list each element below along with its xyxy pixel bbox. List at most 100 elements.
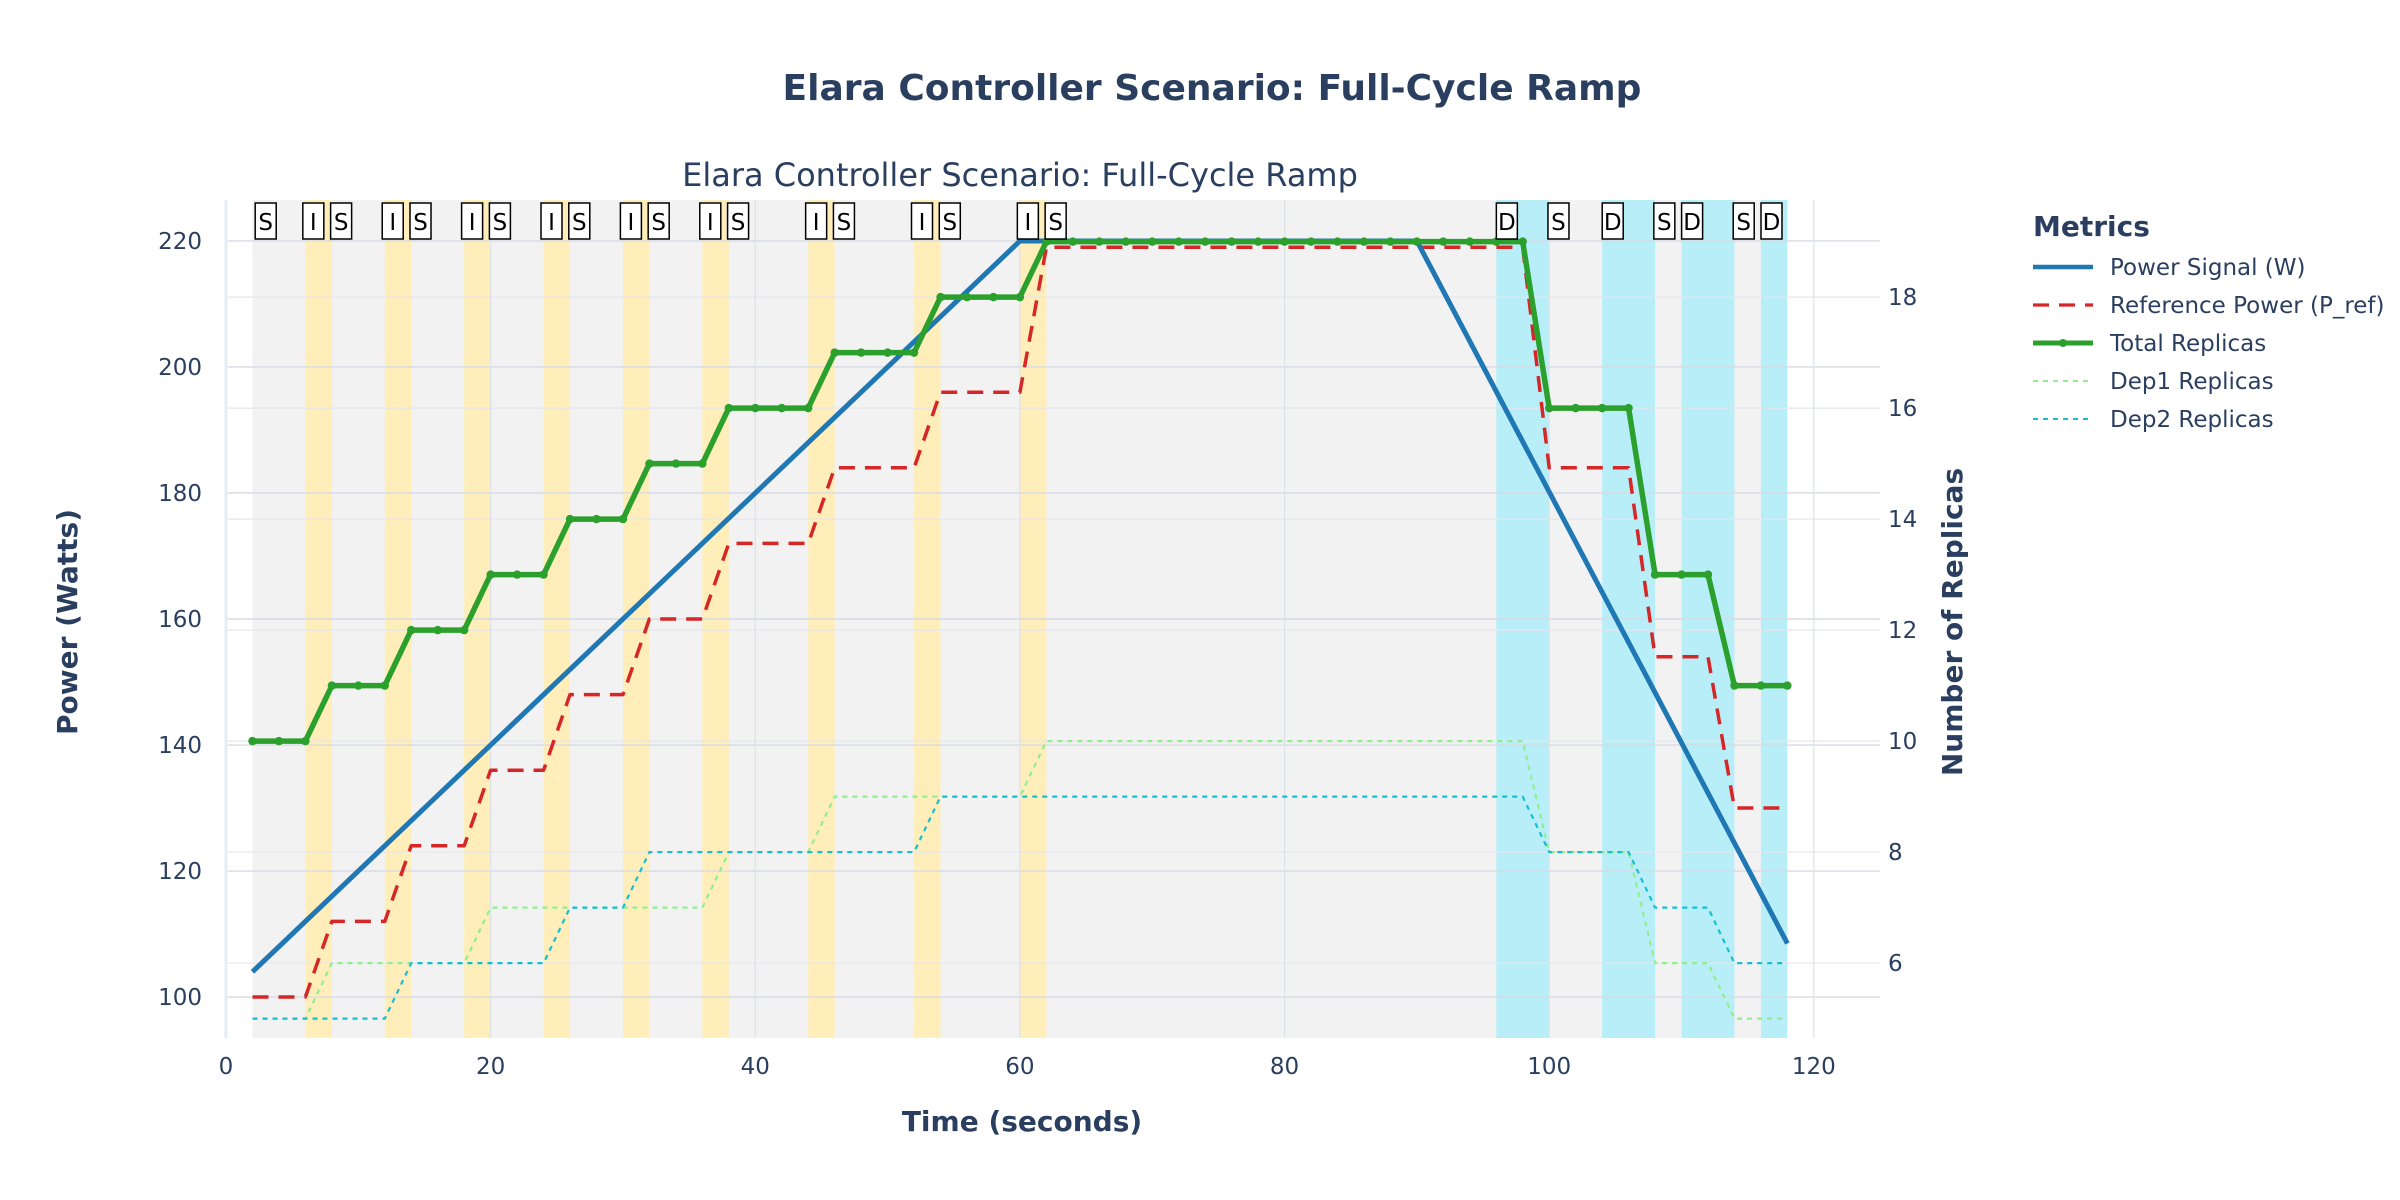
data-point xyxy=(989,292,998,302)
data-point xyxy=(1333,237,1342,246)
data-point xyxy=(1227,237,1236,246)
event-marker-box xyxy=(1601,202,1624,240)
event-marker-label: D xyxy=(1683,210,1701,236)
event-marker-label: S xyxy=(1736,210,1751,236)
data-point xyxy=(1465,237,1475,246)
y-tick-label: 140 xyxy=(158,733,202,759)
event-marker-label: S xyxy=(258,210,273,236)
data-point xyxy=(1677,570,1686,579)
data-point xyxy=(486,570,495,579)
x-tick-label: 40 xyxy=(741,1054,770,1080)
event-marker-label: S xyxy=(413,210,428,236)
data-point xyxy=(1359,237,1369,246)
data-point xyxy=(1518,237,1527,246)
event-marker-label: I xyxy=(548,210,555,236)
data-point xyxy=(751,403,760,413)
data-point xyxy=(433,625,442,635)
y2-tick-label: 10 xyxy=(1888,729,1917,755)
y-tick-label: 100 xyxy=(158,985,202,1011)
legend-label: Reference Power (P_ref) xyxy=(2110,293,2385,319)
data-point xyxy=(962,292,972,302)
data-point xyxy=(327,681,337,690)
x-tick-label: 120 xyxy=(1792,1054,1836,1080)
event-marker-box xyxy=(726,202,750,240)
series-line-reference-power-p-ref xyxy=(252,245,1788,999)
data-point xyxy=(1597,403,1607,413)
event-marker-box xyxy=(1680,202,1704,240)
data-point xyxy=(248,736,257,746)
data-point xyxy=(1756,681,1766,690)
event-marker-box xyxy=(254,202,277,240)
data-point xyxy=(1439,237,1448,246)
event-marker-box xyxy=(409,202,432,240)
data-point xyxy=(539,570,548,579)
data-point xyxy=(1703,570,1713,579)
x-tick-label: 60 xyxy=(1005,1054,1034,1080)
data-point xyxy=(1545,403,1554,413)
event-marker-label: S xyxy=(334,210,349,236)
data-point xyxy=(1571,403,1580,413)
event-marker-box xyxy=(488,202,512,240)
y2-tick-label: 6 xyxy=(1888,951,1903,977)
data-point xyxy=(1306,237,1316,246)
event-marker-label: D xyxy=(1498,210,1516,236)
x-axis-title: Time (seconds) xyxy=(902,1105,1142,1138)
data-point xyxy=(1015,292,1025,302)
y2-axis-title: Number of Replicas xyxy=(1936,468,1969,776)
data-point xyxy=(1386,237,1395,246)
event-marker-label: I xyxy=(813,210,820,236)
event-marker-label: I xyxy=(707,210,714,236)
event-marker-label: S xyxy=(1657,210,1672,236)
event-marker-label: I xyxy=(469,210,476,236)
event-marker-label: I xyxy=(389,210,396,236)
event-marker-label: D xyxy=(1763,210,1781,236)
data-point xyxy=(1650,570,1660,579)
data-point xyxy=(1200,237,1210,246)
data-point xyxy=(1624,403,1633,413)
legend-swatch-marker xyxy=(2059,339,2067,347)
event-marker-box xyxy=(1495,202,1519,240)
y-tick-label: 120 xyxy=(158,859,202,885)
event-marker-label: S xyxy=(1551,210,1566,236)
data-point xyxy=(1730,681,1739,690)
legend-label: Dep1 Replicas xyxy=(2110,369,2274,395)
event-marker-box xyxy=(647,202,670,240)
data-point xyxy=(1174,237,1183,246)
data-point xyxy=(1121,237,1130,246)
event-marker-box xyxy=(832,202,856,240)
y-tick-label: 220 xyxy=(158,229,202,255)
y-tick-label: 160 xyxy=(158,607,202,633)
data-point xyxy=(618,514,628,524)
legend-label: Power Signal (W) xyxy=(2110,255,2306,281)
data-point xyxy=(1783,681,1792,690)
data-point xyxy=(645,459,654,468)
event-marker-box xyxy=(460,202,484,240)
event-marker-label: D xyxy=(1604,210,1622,236)
event-marker-label: S xyxy=(493,210,508,236)
data-point xyxy=(671,459,681,468)
event-marker-box xyxy=(329,202,353,240)
event-marker-box xyxy=(804,202,828,240)
data-point xyxy=(380,681,389,690)
data-point xyxy=(856,348,866,357)
event-marker-label: S xyxy=(731,210,746,236)
event-marker-box xyxy=(1760,202,1783,240)
event-marker-label: I xyxy=(310,210,317,236)
event-marker-box xyxy=(699,202,722,240)
data-point xyxy=(883,348,892,357)
event-marker-box xyxy=(1016,202,1040,240)
data-point xyxy=(777,403,786,413)
y2-tick-label: 12 xyxy=(1888,618,1917,644)
event-marker-label: I xyxy=(919,210,926,236)
x-tick-label: 20 xyxy=(476,1054,505,1080)
plot-area: 0 20 40 60 80 100 120 100 120 140 160 180 200 220 6 8 10… xyxy=(158,200,1917,1080)
data-point xyxy=(1068,237,1078,246)
legend-label: Dep2 Replicas xyxy=(2110,407,2274,433)
event-marker-label: I xyxy=(628,210,635,236)
event-marker-label: I xyxy=(1024,210,1031,236)
data-point xyxy=(724,403,734,413)
data-point xyxy=(909,348,919,357)
y-tick-label: 180 xyxy=(158,481,202,507)
y2-tick-label: 14 xyxy=(1888,507,1917,533)
